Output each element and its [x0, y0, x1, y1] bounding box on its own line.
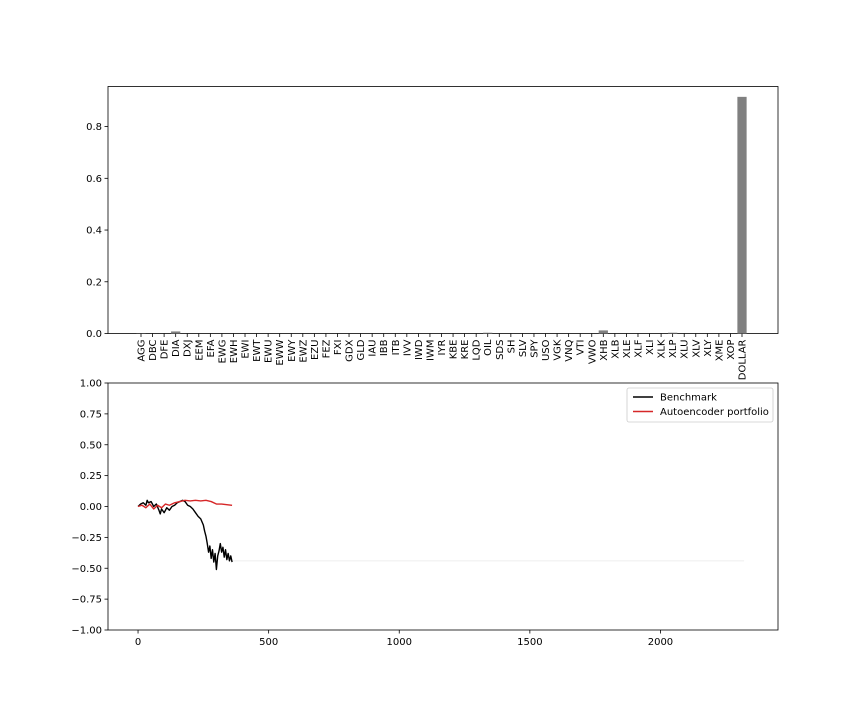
x-tick-label-xlv: XLV — [691, 339, 702, 357]
x-tick-label-gdx: GDX — [345, 339, 356, 361]
legend-frame — [626, 387, 774, 423]
x-tick-label-xlk: XLK — [657, 339, 668, 358]
x-tick-label: 1500 — [517, 637, 542, 648]
bar-dollar — [737, 96, 747, 334]
y-tick-label: 0.8 — [86, 122, 102, 133]
weights-bar-chart: 0.0 0.2 0.4 0.6 0.8 AGG DBC DFE DIA DXJ EEM EFA EWG… — [86, 86, 779, 380]
x-tick-label: 500 — [259, 637, 278, 648]
x-tick-label: 0 — [135, 637, 141, 648]
x-tick-label-fxi: FXI — [333, 340, 344, 356]
x-tick-label-iwd: IWD — [414, 339, 425, 360]
x-tick-label-xop: XOP — [726, 340, 737, 360]
x-tick-label-xlb: XLB — [610, 339, 621, 358]
y-tick-label: 0.25 — [80, 471, 102, 482]
bar-xlp — [668, 332, 678, 334]
y-tick-label: 0.4 — [86, 226, 102, 237]
x-tick-label-sh: SH — [506, 340, 517, 354]
x-tick-label-fez: FEZ — [321, 339, 332, 358]
y-tick-label: 0.50 — [80, 440, 102, 451]
x-tick-label-gld: GLD — [356, 339, 367, 360]
x-tick-label-eww: EWW — [275, 339, 286, 365]
legend-benchmark-label: Benchmark — [660, 393, 717, 404]
x-tick-label-xlu: XLU — [680, 340, 691, 359]
y-tick-label: 0.00 — [80, 502, 102, 513]
x-tick-label-kbe: KBE — [449, 340, 460, 360]
x-tick-label-xhb: XHB — [599, 339, 610, 360]
x-tick-label-ewi: EWI — [241, 340, 252, 359]
x-tick-label: 2000 — [648, 637, 673, 648]
y-tick-label: 0.2 — [86, 277, 102, 288]
bar-dia — [171, 331, 181, 334]
x-tick-label-ivv: IVV — [402, 339, 413, 356]
y-tick-label: −1.00 — [71, 626, 102, 637]
x-tick-label-ezu: EZU — [310, 340, 321, 361]
x-tick-label-xly: XLY — [703, 339, 714, 357]
legend: Benchmark Autoencoder portfolio — [626, 387, 774, 423]
x-tick-label-slv: SLV — [518, 339, 529, 357]
x-tick-label-xli: XLI — [645, 340, 656, 355]
x-tick-label-dxj: DXJ — [183, 340, 194, 358]
x-tick-label-iau: IAU — [368, 340, 379, 357]
y-tick-label: 0.75 — [80, 409, 102, 420]
x-tick-label-iyr: IYR — [437, 339, 448, 355]
x-tick-label-ewt: EWT — [252, 339, 263, 362]
y-tick-label: −0.75 — [71, 595, 102, 606]
x-tick-label-lqd: LQD — [472, 339, 483, 360]
x-tick-label-vti: VTI — [576, 340, 587, 356]
x-tick-label-iwm: IWM — [425, 340, 436, 361]
x-tick-label-dfe: DFE — [160, 340, 171, 360]
x-tick-label-sds: SDS — [495, 340, 506, 360]
x-tick-label-ewy: EWY — [287, 339, 298, 362]
x-tick-label-uso: USO — [541, 339, 552, 361]
x-tick-label-ewh: EWH — [229, 340, 240, 364]
x-tick-label-ewu: EWU — [264, 340, 275, 364]
x-tick-label-dollar: DOLLAR — [738, 339, 749, 380]
y-tick-label: 1.00 — [80, 379, 102, 390]
x-tick-label-xlf: XLF — [633, 339, 644, 357]
ax1-frame — [107, 86, 779, 334]
x-tick-label-efa: EFA — [206, 339, 217, 357]
x-tick-label-vgk: VGK — [553, 339, 564, 361]
x-tick-label-ewg: EWG — [217, 340, 228, 364]
series-line-benchmark — [137, 499, 233, 571]
series-line-autoencoder-portfolio — [137, 499, 233, 510]
legend-autoencoder-label: Autoencoder portfolio — [660, 407, 769, 418]
x-tick-label-agg: AGG — [137, 340, 148, 362]
x-tick-label-kre: KRE — [460, 340, 471, 360]
bar-oil — [483, 332, 493, 334]
y-tick-label: 0.6 — [86, 174, 102, 185]
performance-line-chart: −1.00 −0.75 −0.50 −0.25 0.00 0.25 0.50 0.75 1.00… — [71, 379, 779, 648]
bar-xhb — [598, 330, 608, 334]
x-tick-label-itb: ITB — [391, 339, 402, 355]
x-tick-label-spy: SPY — [529, 339, 540, 358]
x-tick-label-dia: DIA — [171, 339, 182, 357]
y-tick-label: −0.50 — [71, 564, 102, 575]
y-tick-label: 0.0 — [86, 329, 102, 340]
x-tick-label-xme: XME — [714, 340, 725, 362]
x-tick-label-ewz: EWZ — [298, 339, 309, 362]
ax2-frame — [107, 382, 779, 631]
x-tick-label-dbc: DBC — [148, 339, 159, 360]
x-tick-label-oil: OIL — [483, 339, 494, 356]
x-tick-label: 1000 — [387, 637, 412, 648]
x-tick-label-vwo: VWO — [587, 339, 598, 364]
x-tick-label-ibb: IBB — [379, 339, 390, 356]
y-tick-label: −0.25 — [71, 533, 102, 544]
x-tick-label-eem: EEM — [194, 340, 205, 361]
x-tick-label-vnq: VNQ — [564, 339, 575, 361]
x-tick-label-xle: XLE — [622, 340, 633, 359]
x-tick-label-xlp: XLP — [668, 340, 679, 358]
